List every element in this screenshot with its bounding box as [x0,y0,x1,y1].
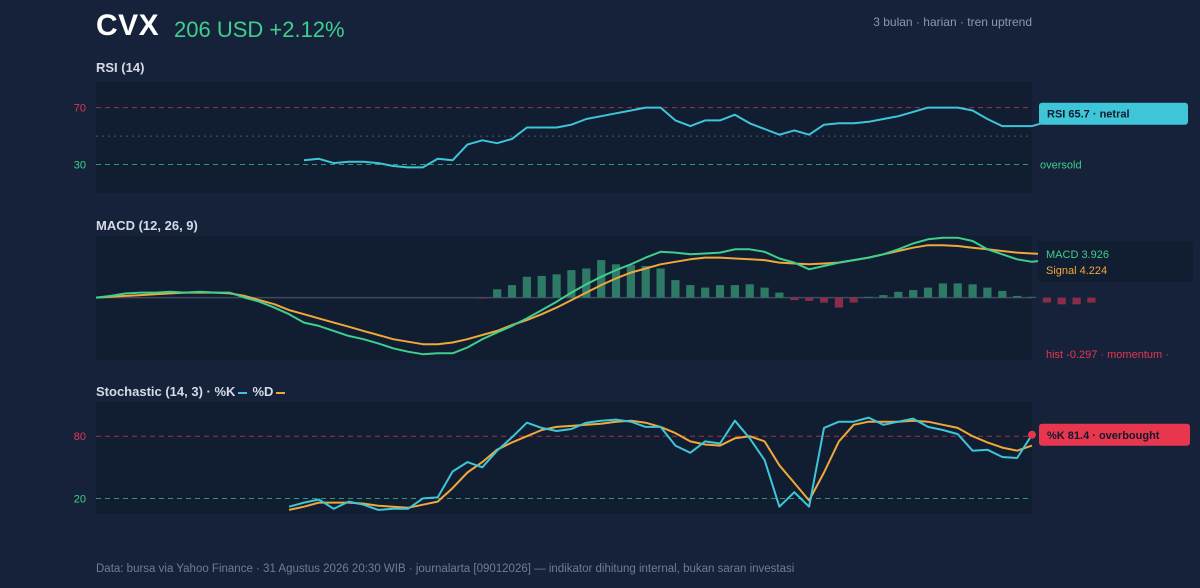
macd-hist-bar [641,266,650,298]
macd-hist-bar [507,285,517,298]
macd-hist-bar [701,287,710,298]
footer-note: Data: bursa via Yahoo Finance · 31 Agust… [96,563,795,575]
macd-hist-bar [879,295,888,298]
macd-hist-bar [1057,297,1066,305]
macd-hist-bar [819,297,829,303]
macd-line [95,236,1048,356]
macd-hist-bar [923,287,933,298]
chart-meta: 3 bulan · harian · tren uptrend [873,15,1032,29]
stoch-tick-label: 20 [74,493,86,505]
macd-hist-bar [715,285,725,298]
macd-hist-bar [775,292,784,298]
macd-hist-bar [493,289,502,298]
macd-hist-bar [1027,296,1037,298]
macd-hist-bar [537,275,546,298]
macd-hist-bar [671,280,680,298]
stoch-d-legend-swatch [276,391,286,394]
macd-hist-bar [983,287,992,298]
macd-hist-bar [656,268,665,298]
macd-hist-bar [805,297,814,301]
macd-panel-title: MACD (12, 26, 9) [96,218,198,233]
macd-hist-bar [938,283,947,298]
stoch-panel-bg [96,402,1032,514]
macd-hist-bar [626,265,635,298]
macd-hist-bar [760,287,769,298]
rsi-tick-label: 30 [74,160,86,172]
macd-signal-label: Signal 4.224 [1046,265,1107,277]
rsi-panel-bg [96,82,1032,193]
macd-hist-bar [478,297,487,299]
macd-hist-bar [864,296,873,298]
macd-hist-bar [522,276,531,298]
macd-hist-bar [953,283,962,298]
macd-hist-bar [686,285,695,298]
stoch-tick-label: 80 [74,431,86,443]
macd-hist-bar [597,260,606,298]
stoch-d-legend-label: %D [252,384,274,399]
macd-hist-bar [968,284,977,298]
stoch-k-line [288,416,1033,511]
ticker-symbol: CVX [96,9,160,42]
macd-value-label: MACD 3.926 [1046,249,1109,261]
price-quote: 206 USD +2.12% [174,17,345,42]
macd-hist-bar [567,270,576,298]
rsi-oversold-label: oversold [1040,160,1082,172]
macd-hist-bar [1013,295,1022,298]
rsi-panel-title: RSI (14) [96,60,145,75]
macd-hist-bar [1042,297,1051,303]
macd-hist-label: hist -0.297 · momentum · [1046,349,1169,361]
rsi-tick-label: 70 [74,103,86,115]
macd-hist-bar [611,264,621,298]
stoch-title-text: Stochastic (14, 3) · %K [96,384,236,399]
stoch-badge-label: %K 81.4 · overbought [1047,430,1160,442]
stoch-panel-title: Stochastic (14, 3) · %K %D [96,384,290,399]
rsi-badge-label: RSI 65.7 · netral [1047,109,1130,121]
macd-hist-bar [745,284,754,298]
macd-hist-bar [834,297,843,308]
rsi-value-badge [1039,102,1188,125]
macd-hist-bar [552,274,561,298]
stoch-k-legend-swatch [238,391,248,394]
macd-hist-bar [730,285,739,298]
macd-hist-bar [1087,297,1096,303]
macd-hist-bar [909,290,918,298]
macd-readout-box [1038,241,1193,282]
stoch-value-badge [1039,423,1190,446]
macd-hist-bar [790,297,799,301]
macd-hist-bar [1072,297,1081,305]
rsi-line [303,106,1063,169]
macd-hist-bar [582,268,591,298]
macd-hist-bar [998,290,1007,298]
macd-hist-bar [894,291,903,298]
stoch-k-last-point [1028,430,1036,439]
macd-hist-bar [849,297,858,303]
